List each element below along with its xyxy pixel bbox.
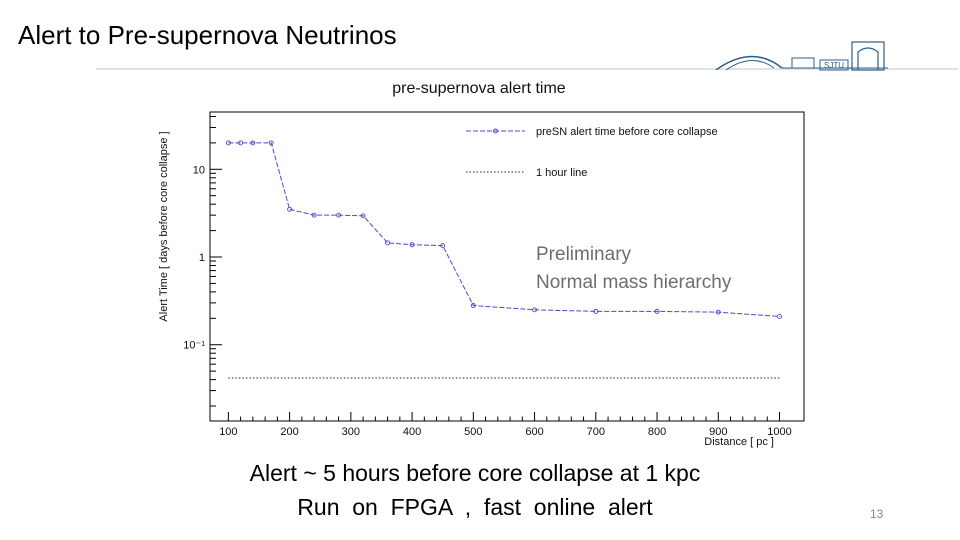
caption-line-1: Alert ~ 5 hours before core collapse at … [249, 460, 701, 486]
alert-time-point [409, 242, 415, 248]
alert-time-point [287, 206, 293, 212]
alert-time-line [228, 142, 780, 317]
sjtu-logo: SJTU [715, 41, 888, 71]
y-tick-label: 10 [193, 164, 205, 176]
alert-time-point [268, 140, 274, 146]
x-tick-label: 400 [403, 426, 421, 438]
annotation-preliminary: Preliminary [536, 244, 632, 265]
x-tick-label: 300 [342, 426, 360, 438]
alert-time-point [385, 240, 391, 246]
alert-time-point [654, 308, 660, 314]
x-tick-label: 800 [648, 426, 666, 438]
alert-time-point [311, 212, 317, 218]
y-tick-label: 10⁻¹ [183, 340, 205, 352]
x-tick-label: 100 [219, 426, 237, 438]
alert-time-point [440, 243, 446, 249]
alert-time-point [593, 308, 599, 314]
alert-time-chart: pre-supernova alert time 100 200 300 400 500 6… [153, 70, 805, 454]
x-tick-label: 1000 [767, 426, 791, 438]
alert-time-point [777, 314, 782, 319]
alert-time-point [715, 309, 721, 315]
alert-time-point [532, 307, 538, 313]
alert-time-point [225, 140, 231, 146]
legend-label-alert: preSN alert time before core collapse [536, 126, 718, 138]
page-number: 13 [870, 507, 884, 521]
x-tick-label: 600 [525, 426, 543, 438]
y-tick-label: 1 [199, 252, 205, 264]
legend-marker-alert [493, 128, 498, 134]
caption-line-2: Run on FPGA , fast online alert [297, 494, 653, 520]
x-tick-label: 500 [464, 426, 482, 438]
chart-svg: pre-supernova alert time 100 200 300 400 500 6… [158, 80, 805, 448]
x-tick-label: 200 [280, 426, 298, 438]
alert-time-point [470, 303, 476, 308]
logo-text: SJTU [824, 61, 844, 70]
slide-title: Alert to Pre-supernova Neutrinos [18, 20, 397, 50]
x-tick-label: 700 [587, 426, 605, 438]
alert-time-point [336, 212, 342, 218]
x-axis-label: Distance [ pc ] [704, 436, 774, 448]
annotation-mass-hierarchy: Normal mass hierarchy [536, 272, 732, 293]
y-axis-label: Alert Time [ days before core collapse ] [158, 131, 170, 321]
alert-time-point [360, 213, 366, 219]
chart-title: pre-supernova alert time [392, 80, 566, 97]
alert-time-point [238, 140, 244, 146]
alert-time-point [250, 140, 256, 146]
header-divider [96, 68, 958, 70]
legend-label-one-hour: 1 hour line [536, 167, 587, 179]
x-tick-label: 900 [709, 426, 727, 438]
plot-frame [209, 111, 805, 422]
